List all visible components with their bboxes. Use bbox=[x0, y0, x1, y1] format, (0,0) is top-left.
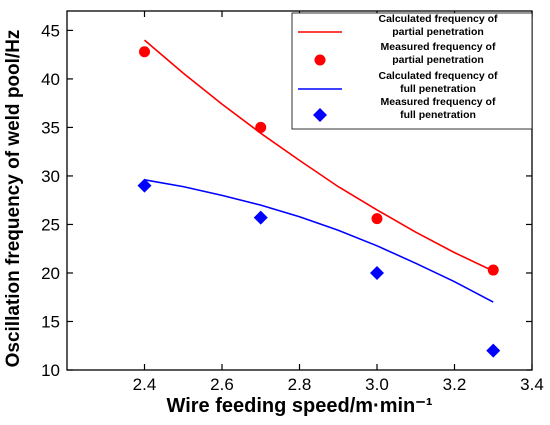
series-line-2 bbox=[144, 179, 494, 303]
x-tick-label: 2.8 bbox=[288, 375, 312, 394]
legend-label: Measured frequency of bbox=[381, 96, 496, 108]
legend-label: Calculated frequency of bbox=[378, 70, 498, 82]
legend-circle-swatch bbox=[314, 54, 326, 66]
data-point-circle bbox=[255, 121, 267, 133]
x-tick-label: 2.4 bbox=[133, 375, 157, 394]
y-axis-title: Oscillation frequency of weld pool/Hz bbox=[3, 30, 24, 368]
y-tick-label: 15 bbox=[41, 312, 60, 331]
y-tick-label: 40 bbox=[41, 70, 60, 89]
data-marks bbox=[137, 39, 501, 358]
axes: 2.4 2.6 2.8 3.0 3.2 3.4 10 15 20 25 30 35 40 45 bbox=[41, 11, 544, 394]
y-tick-label: 45 bbox=[41, 21, 60, 40]
legend-label: Calculated frequency of bbox=[378, 13, 498, 25]
data-point-diamond bbox=[253, 210, 268, 225]
data-point-diamond bbox=[486, 343, 501, 358]
data-point-circle bbox=[139, 46, 150, 58]
y-tick-label: 30 bbox=[41, 167, 60, 186]
y-tick-label: 25 bbox=[41, 215, 60, 234]
y-tick-label: 35 bbox=[41, 118, 60, 137]
x-tick-label: 2.6 bbox=[210, 375, 234, 394]
data-point-diamond bbox=[137, 178, 152, 193]
data-point-diamond bbox=[370, 265, 384, 280]
data-point-circle bbox=[371, 213, 383, 225]
legend-label: partial penetration bbox=[392, 54, 484, 66]
legend-diamond-swatch bbox=[313, 108, 327, 122]
y-tick-label: 20 bbox=[41, 264, 60, 283]
legend-label: partial penetration bbox=[392, 26, 484, 38]
x-tick-label: 3.2 bbox=[443, 375, 467, 394]
legend-label: Measured frequency of bbox=[381, 41, 496, 53]
y-tick-label: 10 bbox=[41, 361, 60, 380]
x-tick-label: 3.0 bbox=[365, 375, 389, 394]
x-axis-title: Wire feeding speed/m·min⁻¹ bbox=[167, 395, 433, 417]
x-tick-label: 3.4 bbox=[520, 375, 544, 394]
legend-label: full penetration bbox=[400, 83, 476, 95]
series-line-0 bbox=[143, 39, 494, 272]
data-point-circle bbox=[487, 264, 499, 276]
legend-label: full penetration bbox=[400, 109, 476, 121]
